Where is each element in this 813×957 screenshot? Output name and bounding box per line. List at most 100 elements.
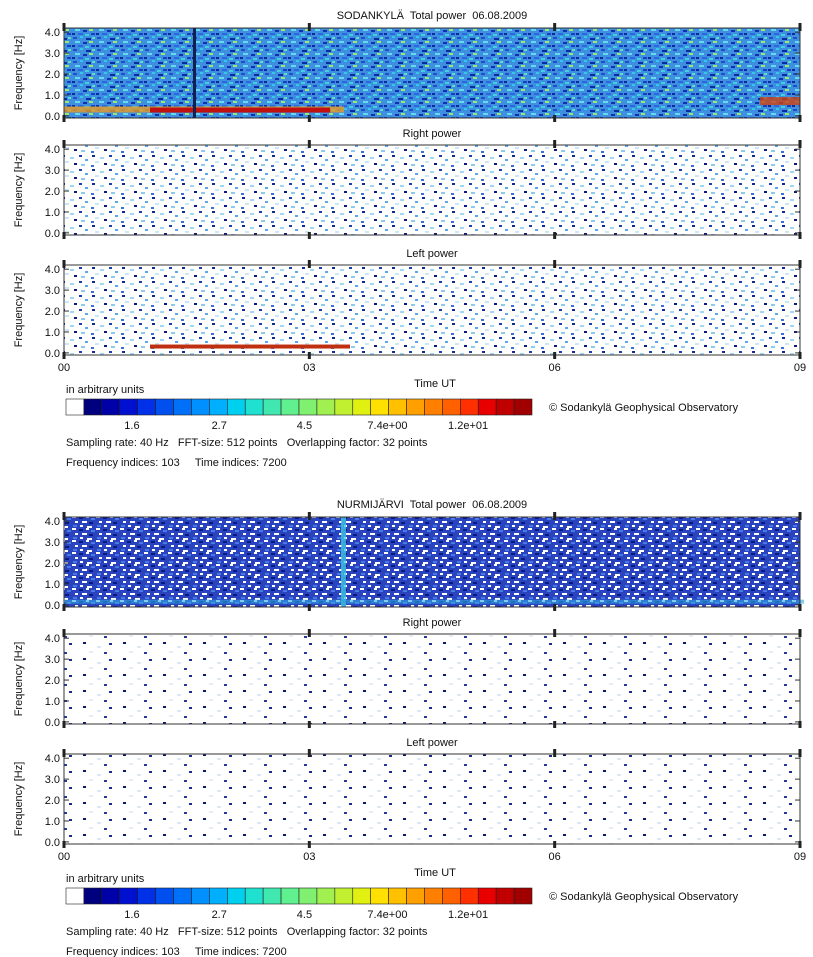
colorbar-swatch xyxy=(406,398,425,416)
colorbar-swatch xyxy=(101,398,121,416)
panel-title: Left power xyxy=(406,248,458,260)
panel-title: Right power xyxy=(403,128,462,140)
spectrogram-image xyxy=(64,265,800,355)
x-tick-label: 00 xyxy=(58,851,70,863)
colorbar-tick-label: 1.2e+01 xyxy=(448,909,488,921)
colorbar-tick-label: 2.7 xyxy=(212,420,227,432)
colorbar-swatch xyxy=(406,887,425,905)
y-tick-label: 4.0 xyxy=(45,516,60,528)
colorbar-swatch xyxy=(442,398,461,416)
spectrum-feature xyxy=(64,599,804,604)
colorbar-swatch xyxy=(477,398,497,416)
colorbar-tick-label: 4.5 xyxy=(297,909,312,921)
y-tick-label: 4.0 xyxy=(45,264,60,276)
colorbar-swatch xyxy=(137,398,156,416)
y-tick-label: 2.0 xyxy=(45,69,60,81)
y-tick-label: 4.0 xyxy=(45,27,60,39)
spectrogram-image xyxy=(64,145,800,235)
x-tick-label: 09 xyxy=(794,362,806,374)
x-tick-label: 03 xyxy=(303,851,315,863)
y-tick-label: 1.0 xyxy=(45,579,60,591)
colorbar-swatch xyxy=(65,398,85,416)
colorbar-swatch xyxy=(495,887,515,905)
colorbar-swatch xyxy=(83,398,103,416)
spectrum-feature xyxy=(150,344,350,349)
colorbar-swatch xyxy=(119,887,138,905)
colorbar-swatch xyxy=(227,398,246,416)
x-axis-label: Time UT xyxy=(414,867,456,879)
colorbar-swatch xyxy=(513,887,533,905)
y-tick-label: 1.0 xyxy=(45,90,60,102)
spectrum-feature xyxy=(341,517,346,607)
colorbar-swatch xyxy=(191,887,210,905)
spectrum-feature xyxy=(760,97,800,106)
panel-title: Left power xyxy=(406,737,458,749)
colorbar-swatch xyxy=(460,398,479,416)
colorbar-tick-label: 1.6 xyxy=(124,420,139,432)
y-axis-label: Frequency [Hz] xyxy=(13,642,25,717)
y-tick-label: 1.0 xyxy=(45,327,60,339)
colorbar-swatch xyxy=(334,398,354,416)
spectrum-feature xyxy=(150,107,330,113)
colorbar-swatch xyxy=(83,887,103,905)
y-tick-label: 0.0 xyxy=(45,600,60,612)
y-tick-label: 2.0 xyxy=(45,306,60,318)
colorbar-swatch xyxy=(334,887,354,905)
colorbar-swatch xyxy=(280,887,300,905)
spectrogram-image xyxy=(64,634,800,724)
colorbar-swatch xyxy=(298,398,318,416)
panel-frame xyxy=(63,27,801,119)
colorbar-swatch xyxy=(316,398,336,416)
y-axis-label: Frequency [Hz] xyxy=(13,762,25,837)
colorbar-tick-label: 1.6 xyxy=(124,909,139,921)
y-tick-label: 2.0 xyxy=(45,675,60,687)
y-tick-label: 3.0 xyxy=(45,165,60,177)
colorbar-swatch xyxy=(424,398,443,416)
colorbar-tick-label: 1.2e+01 xyxy=(448,420,488,432)
y-tick-label: 1.0 xyxy=(45,207,60,219)
y-tick-label: 0.0 xyxy=(45,111,60,123)
colorbar-swatch xyxy=(495,398,515,416)
info-text: Sampling rate: 40 Hz FFT-size: 512 point… xyxy=(66,437,428,449)
y-tick-label: 1.0 xyxy=(45,816,60,828)
chart-title: NURMIJÄRVI Total power 06.08.2009 xyxy=(337,499,527,511)
copyright: © Sodankylä Geophysical Observatory xyxy=(549,891,739,903)
colorbar-swatch xyxy=(280,398,300,416)
copyright: © Sodankylä Geophysical Observatory xyxy=(549,402,739,414)
x-tick-label: 03 xyxy=(303,362,315,374)
colorbar-swatch xyxy=(316,887,336,905)
y-tick-label: 3.0 xyxy=(45,654,60,666)
colorbar-swatch xyxy=(173,887,192,905)
y-tick-label: 0.0 xyxy=(45,348,60,360)
panel-title: Right power xyxy=(403,617,462,629)
y-tick-label: 1.0 xyxy=(45,696,60,708)
colorbar-swatch xyxy=(424,887,443,905)
colorbar-swatch xyxy=(262,887,282,905)
y-tick-label: 0.0 xyxy=(45,228,60,240)
colorbar-swatch xyxy=(155,887,174,905)
y-tick-label: 2.0 xyxy=(45,795,60,807)
y-tick-label: 4.0 xyxy=(45,144,60,156)
colorbar-swatch xyxy=(388,887,407,905)
colorbar-swatch xyxy=(101,887,121,905)
colorbar-swatch xyxy=(227,887,246,905)
colorbar-tick-label: 4.5 xyxy=(297,420,312,432)
info-text: Frequency indices: 103 Time indices: 720… xyxy=(66,457,287,469)
colorbar-swatch xyxy=(244,887,264,905)
colorbar-swatch xyxy=(244,398,264,416)
y-tick-label: 0.0 xyxy=(45,717,60,729)
colorbar-swatch xyxy=(209,398,228,416)
y-tick-label: 2.0 xyxy=(45,186,60,198)
y-axis-label: Frequency [Hz] xyxy=(13,273,25,348)
colorbar-swatch xyxy=(155,398,174,416)
panel-frame xyxy=(63,144,801,236)
colorbar-swatch xyxy=(173,398,192,416)
colorbar-swatch xyxy=(370,398,389,416)
colorbar-swatch xyxy=(262,398,282,416)
y-tick-label: 3.0 xyxy=(45,537,60,549)
colorbar-swatch xyxy=(477,887,497,905)
colorbar-swatch xyxy=(119,398,138,416)
y-tick-label: 3.0 xyxy=(45,285,60,297)
info-text: Frequency indices: 103 Time indices: 720… xyxy=(66,946,287,957)
